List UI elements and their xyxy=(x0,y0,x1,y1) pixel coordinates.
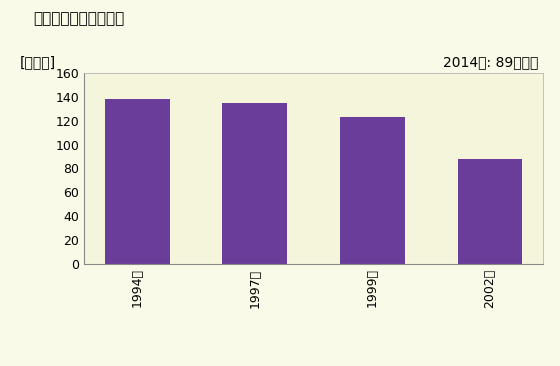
Bar xyxy=(458,159,522,264)
Bar xyxy=(340,117,405,264)
Bar xyxy=(105,99,170,264)
Bar xyxy=(222,103,287,264)
Text: [事業所]: [事業所] xyxy=(20,55,56,70)
Text: 2014年: 89事業所: 2014年: 89事業所 xyxy=(443,55,539,70)
Text: 商業の事業所数の推移: 商業の事業所数の推移 xyxy=(34,11,125,26)
